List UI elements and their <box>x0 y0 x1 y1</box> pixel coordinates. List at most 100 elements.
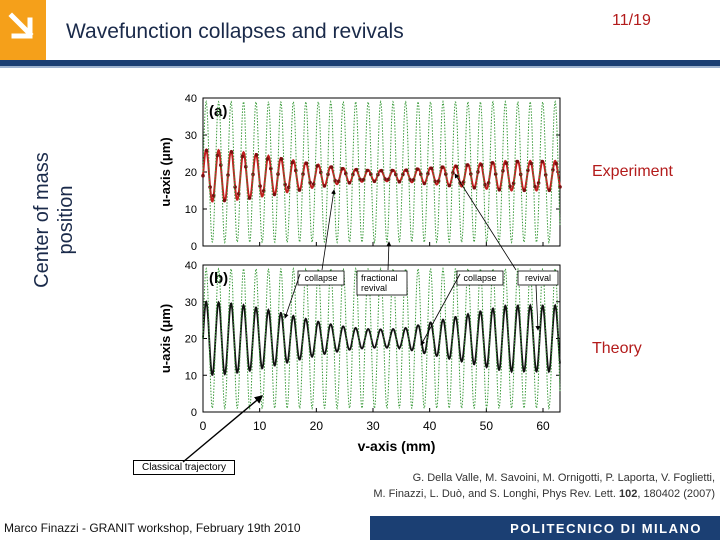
data-point <box>451 171 455 175</box>
slide-title: Wavefunction collapses and revivals <box>66 20 404 43</box>
data-point <box>229 150 234 154</box>
reference-line2: M. Finazzi, L. Duò, and S. Longhi, Phys … <box>330 486 715 502</box>
data-point <box>201 173 205 178</box>
arrow-logo-icon <box>8 12 34 39</box>
annotation-box <box>356 270 408 296</box>
data-point <box>204 148 209 153</box>
reference-citation: G. Della Valle, M. Savoini, M. Ornigotti… <box>330 470 715 502</box>
footer-left: Marco Finazzi - GRANIT workshop, Februar… <box>0 516 370 540</box>
y-axis-label: u-axis (μm) <box>158 304 173 373</box>
data-point <box>340 167 345 171</box>
data-point <box>240 154 245 159</box>
data-point <box>540 159 544 164</box>
data-point <box>294 168 298 173</box>
data-point <box>536 181 541 185</box>
data-point <box>493 172 498 176</box>
series-classical <box>202 99 561 245</box>
y-tick-label: 10 <box>185 204 197 216</box>
annotation-arrow <box>321 189 336 271</box>
x-tick-label: 0 <box>200 419 207 433</box>
data-point <box>219 163 223 167</box>
data-point <box>322 184 327 188</box>
data-point <box>279 157 284 161</box>
data-point <box>254 153 259 157</box>
x-tick-label: 30 <box>366 419 380 433</box>
classical-pointer-arrow <box>182 395 264 463</box>
header-band-light <box>0 66 720 68</box>
annotation-arrow <box>420 273 461 346</box>
data-point <box>315 164 320 168</box>
annotation-arrow <box>535 284 541 331</box>
y-tick-label: 40 <box>185 93 197 105</box>
data-point <box>215 153 220 158</box>
x-tick-label: 10 <box>253 419 267 433</box>
data-point <box>272 192 277 197</box>
reference-pages: , 180402 (2007) <box>637 488 715 500</box>
x-tick-label: 50 <box>480 419 494 433</box>
annotation-label: revival <box>361 283 387 293</box>
data-point <box>258 184 262 188</box>
annotation-label: fractional <box>361 273 398 283</box>
data-point <box>490 161 495 165</box>
y-tick-label: 0 <box>191 241 197 253</box>
y-tick-label: 0 <box>191 407 197 419</box>
y-tick-label: 20 <box>185 334 197 346</box>
data-point <box>269 166 273 171</box>
panel-label: (b) <box>209 270 228 287</box>
data-point <box>247 196 252 200</box>
data-point <box>290 160 295 165</box>
data-point <box>547 188 552 193</box>
reference-line1: G. Della Valle, M. Savoini, M. Ornigotti… <box>412 472 715 484</box>
data-point <box>390 168 395 173</box>
annotation-box <box>517 270 559 286</box>
data-point <box>529 161 534 166</box>
theory-label: Theory <box>592 340 642 357</box>
header-band <box>0 60 720 66</box>
data-point <box>479 163 484 167</box>
data-point <box>379 168 384 173</box>
data-point <box>501 169 505 173</box>
data-point <box>422 181 427 186</box>
panel-a: 0 10 20 30 40 u-axis (μm) (a) <box>158 93 562 253</box>
data-point <box>347 181 352 185</box>
page-number: 11/19 <box>612 12 651 29</box>
x-tick-label: 20 <box>310 419 324 433</box>
data-point <box>447 183 452 188</box>
annotation-label: collapse <box>304 273 337 283</box>
y-tick-label: 20 <box>185 167 197 179</box>
y-tick-label: 30 <box>185 130 197 142</box>
data-point <box>404 168 409 172</box>
data-point <box>454 164 459 169</box>
annotation-label: collapse <box>463 273 496 283</box>
data-point <box>226 173 230 177</box>
data-point <box>504 161 509 165</box>
data-point <box>497 188 502 192</box>
reference-authors: M. Finazzi, L. Duò, and S. Longhi, Phys … <box>373 488 619 500</box>
reference-volume: 102 <box>618 488 638 500</box>
data-point <box>365 168 370 173</box>
data-point <box>429 166 434 171</box>
data-point <box>397 179 402 184</box>
series-theory <box>202 300 561 376</box>
data-point <box>372 179 377 184</box>
panel-label: (a) <box>209 103 227 120</box>
x-tick-label: 60 <box>536 419 550 433</box>
annotation-box <box>456 270 504 286</box>
experiment-label: Experiment <box>592 163 673 180</box>
data-point <box>476 170 480 174</box>
data-point <box>301 172 305 176</box>
annotation-arrow <box>386 241 392 271</box>
data-point <box>244 164 248 169</box>
y-axis-label: u-axis (μm) <box>158 137 173 206</box>
data-point <box>383 177 387 181</box>
data-point <box>515 159 519 164</box>
data-point <box>415 167 420 171</box>
data-point <box>222 198 227 203</box>
annotation-label: revival <box>525 273 551 283</box>
data-point <box>304 161 309 166</box>
data-point <box>543 173 548 177</box>
annotation-arrow <box>454 173 517 271</box>
data-point <box>426 171 430 176</box>
